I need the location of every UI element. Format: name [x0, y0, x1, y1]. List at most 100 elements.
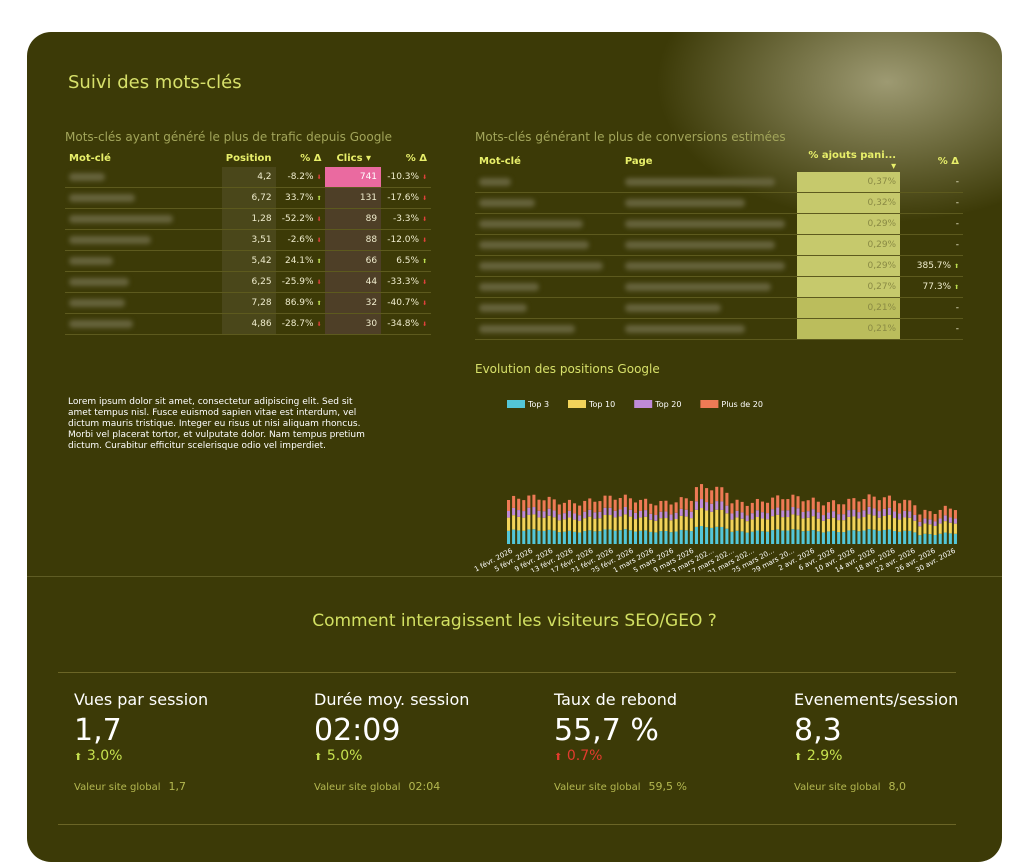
- chart-bar-segment[interactable]: [664, 531, 668, 544]
- chart-bar-segment[interactable]: [547, 529, 551, 544]
- chart-bar-segment[interactable]: [628, 509, 632, 517]
- chart-bar-segment[interactable]: [608, 495, 612, 508]
- chart-bar-segment[interactable]: [699, 499, 704, 509]
- chart-bar-segment[interactable]: [837, 514, 841, 521]
- chart-bar-segment[interactable]: [816, 512, 820, 519]
- chart-bar-segment[interactable]: [583, 531, 587, 544]
- chart-bar-segment[interactable]: [507, 511, 511, 518]
- chart-bar-segment[interactable]: [649, 503, 653, 514]
- chart-bar-segment[interactable]: [603, 507, 607, 515]
- col-position-delta[interactable]: % Δ: [300, 153, 322, 164]
- chart-bar-segment[interactable]: [826, 502, 831, 513]
- chart-bar-segment[interactable]: [639, 530, 643, 544]
- chart-bar-segment[interactable]: [801, 531, 805, 544]
- chart-bar-segment[interactable]: [633, 531, 638, 544]
- chart-bar-segment[interactable]: [771, 497, 775, 510]
- chart-bar-segment[interactable]: [517, 498, 521, 511]
- chart-bar-segment[interactable]: [659, 500, 663, 512]
- chart-bar-segment[interactable]: [852, 516, 856, 531]
- chart-bar-segment[interactable]: [720, 526, 724, 544]
- chart-bar-segment[interactable]: [598, 531, 602, 544]
- chart-bar-segment[interactable]: [593, 531, 597, 544]
- chart-bar-segment[interactable]: [725, 528, 729, 544]
- chart-bar-segment[interactable]: [715, 509, 719, 527]
- chart-bar-segment[interactable]: [654, 520, 658, 533]
- chart-bar-segment[interactable]: [557, 514, 561, 521]
- chart-bar-segment[interactable]: [583, 511, 587, 519]
- chart-bar-segment[interactable]: [517, 516, 521, 531]
- col-cart-adds[interactable]: % ajouts pani... ▾: [808, 150, 897, 172]
- chart-bar-segment[interactable]: [847, 530, 851, 544]
- chart-bar-segment[interactable]: [882, 529, 886, 544]
- table-row[interactable]: 5,42 24.1% ⬆ 66 6.5% ⬆: [65, 250, 431, 272]
- chart-bar-segment[interactable]: [527, 529, 531, 544]
- chart-bar-segment[interactable]: [547, 496, 551, 509]
- table-row[interactable]: 0,32% -: [475, 192, 963, 214]
- chart-bar-segment[interactable]: [644, 530, 648, 544]
- chart-bar-segment[interactable]: [766, 513, 770, 520]
- chart-bar-segment[interactable]: [857, 512, 861, 519]
- chart-bar-segment[interactable]: [567, 530, 571, 544]
- chart-bar-segment[interactable]: [755, 530, 759, 544]
- chart-bar-segment[interactable]: [781, 510, 785, 518]
- chart-bar-segment[interactable]: [588, 498, 592, 510]
- chart-bar-segment[interactable]: [781, 499, 785, 511]
- chart-bar-segment[interactable]: [674, 512, 678, 520]
- chart-bar-segment[interactable]: [918, 526, 922, 536]
- chart-bar-segment[interactable]: [684, 530, 688, 544]
- chart-bar-segment[interactable]: [562, 502, 566, 514]
- chart-bar-segment[interactable]: [593, 518, 597, 532]
- chart-bar-segment[interactable]: [776, 529, 780, 544]
- chart-bar-segment[interactable]: [766, 519, 770, 532]
- chart-bar-segment[interactable]: [750, 513, 754, 520]
- chart-bar-segment[interactable]: [593, 501, 597, 513]
- chart-bar-segment[interactable]: [689, 518, 693, 532]
- chart-bar-segment[interactable]: [745, 505, 749, 516]
- chart-bar-segment[interactable]: [750, 519, 754, 532]
- chart-bar-segment[interactable]: [649, 519, 653, 532]
- col-keyword[interactable]: Mot-clé: [479, 155, 521, 167]
- chart-bar-segment[interactable]: [557, 520, 561, 533]
- chart-bar-segment[interactable]: [948, 522, 952, 534]
- chart-bar-segment[interactable]: [679, 529, 683, 544]
- chart-bar-segment[interactable]: [735, 499, 739, 511]
- chart-bar-segment[interactable]: [832, 530, 836, 544]
- chart-bar-segment[interactable]: [705, 527, 709, 544]
- chart-bar-segment[interactable]: [938, 523, 942, 534]
- chart-bar-segment[interactable]: [938, 509, 942, 519]
- chart-bar-segment[interactable]: [923, 523, 927, 534]
- chart-bar-segment[interactable]: [522, 517, 526, 531]
- chart-bar-segment[interactable]: [760, 501, 764, 513]
- chart-bar-segment[interactable]: [618, 516, 622, 531]
- chart-bar-segment[interactable]: [887, 495, 891, 508]
- chart-bar-segment[interactable]: [918, 521, 922, 527]
- chart-bar-segment[interactable]: [852, 530, 856, 544]
- chart-bar-segment[interactable]: [903, 499, 907, 511]
- chart-bar-segment[interactable]: [872, 496, 876, 509]
- chart-bar-segment[interactable]: [669, 514, 673, 521]
- chart-bar-segment[interactable]: [862, 510, 866, 518]
- chart-bar-segment[interactable]: [887, 514, 891, 530]
- col-page[interactable]: Page: [624, 155, 653, 167]
- chart-bar-segment[interactable]: [892, 511, 897, 519]
- chart-bar-segment[interactable]: [811, 509, 815, 517]
- col-clicks-delta[interactable]: % Δ: [405, 153, 427, 164]
- chart-bar-segment[interactable]: [832, 517, 836, 531]
- chart-bar-segment[interactable]: [908, 517, 912, 531]
- chart-bar-segment[interactable]: [684, 498, 688, 510]
- chart-bar-segment[interactable]: [654, 505, 658, 516]
- chart-bar-segment[interactable]: [613, 517, 617, 531]
- chart-bar-segment[interactable]: [562, 531, 566, 544]
- chart-bar-segment[interactable]: [898, 503, 902, 514]
- chart-bar-segment[interactable]: [755, 516, 759, 531]
- chart-bar-segment[interactable]: [527, 514, 531, 530]
- chart-bar-segment[interactable]: [684, 509, 688, 517]
- chart-bar-segment[interactable]: [887, 507, 891, 515]
- chart-bar-segment[interactable]: [649, 531, 653, 544]
- chart-bar-segment[interactable]: [552, 530, 556, 544]
- chart-bar-segment[interactable]: [938, 518, 942, 524]
- chart-bar-segment[interactable]: [953, 523, 957, 534]
- chart-bar-segment[interactable]: [806, 511, 810, 518]
- chart-bar-segment[interactable]: [771, 530, 775, 544]
- table-row[interactable]: 0,21% -: [475, 318, 963, 340]
